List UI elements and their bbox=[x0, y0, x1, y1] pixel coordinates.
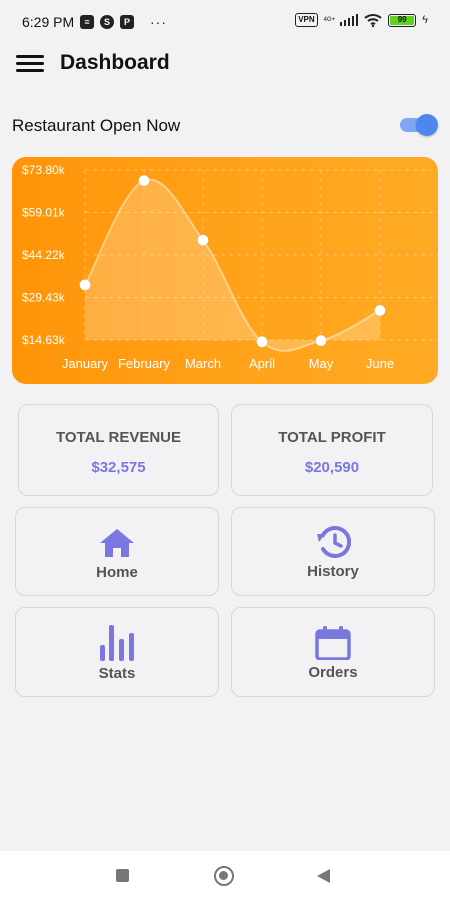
restaurant-open-toggle[interactable] bbox=[400, 114, 438, 136]
system-navigation-bar bbox=[0, 851, 450, 900]
battery-level: 99 bbox=[390, 15, 415, 25]
history-label: History bbox=[307, 563, 359, 580]
total-revenue-title: TOTAL REVENUE bbox=[55, 429, 182, 446]
data-point bbox=[315, 334, 327, 347]
home-icon bbox=[100, 529, 134, 557]
more-notifications-icon: ··· bbox=[150, 14, 167, 30]
status-bar: 6:29 PM ≡ S P ··· VPN 4G+ 99 ϟ bbox=[0, 0, 450, 40]
data-point bbox=[79, 278, 91, 291]
hamburger-menu-icon[interactable] bbox=[16, 53, 44, 73]
total-revenue-value: $32,575 bbox=[91, 459, 146, 476]
status-time: 6:29 PM bbox=[22, 14, 75, 30]
total-revenue-card: TOTAL REVENUE $32,575 bbox=[18, 404, 219, 496]
orders-button[interactable]: Orders bbox=[231, 607, 435, 697]
y-tick-label: $44.22k bbox=[22, 248, 66, 262]
data-point bbox=[374, 304, 386, 317]
stats-label: Stats bbox=[98, 665, 136, 682]
data-point bbox=[256, 335, 268, 348]
wifi-icon bbox=[364, 14, 382, 27]
home-label: Home bbox=[96, 564, 138, 581]
x-tick-label: June bbox=[366, 356, 394, 371]
vpn-badge: VPN bbox=[295, 13, 318, 27]
data-point bbox=[138, 174, 150, 187]
revenue-chart: $73.80k $59.01k $44.22k $29.43k $14.63k Janua… bbox=[12, 157, 438, 384]
total-profit-card: TOTAL PROFIT $20,590 bbox=[231, 404, 433, 496]
x-tick-label: February bbox=[118, 356, 171, 371]
notification-icons: ≡ S P ··· bbox=[80, 14, 167, 30]
network-type: 4G+ bbox=[323, 16, 336, 23]
app-bar: Dashboard bbox=[0, 40, 450, 88]
y-tick-label: $59.01k bbox=[22, 206, 66, 220]
home-circle-icon[interactable] bbox=[214, 866, 234, 886]
status-right: VPN 4G+ 99 ϟ bbox=[295, 13, 428, 27]
page-title: Dashboard bbox=[60, 51, 170, 74]
stats-button[interactable]: Stats bbox=[15, 607, 219, 697]
data-point bbox=[197, 234, 209, 247]
total-profit-title: TOTAL PROFIT bbox=[278, 429, 386, 446]
history-icon bbox=[317, 525, 351, 558]
y-tick-label: $29.43k bbox=[22, 291, 66, 305]
news-icon: ≡ bbox=[80, 15, 94, 29]
skype-icon: S bbox=[100, 15, 114, 29]
orders-label: Orders bbox=[308, 664, 358, 681]
back-icon[interactable] bbox=[317, 869, 330, 883]
chart-svg: $73.80k $59.01k $44.22k $29.43k $14.63k Janua… bbox=[22, 163, 438, 371]
x-tick-label: January bbox=[62, 356, 109, 371]
x-tick-label: May bbox=[309, 356, 334, 371]
charging-icon: ϟ bbox=[422, 14, 428, 26]
restaurant-open-label: Restaurant Open Now bbox=[12, 116, 181, 135]
app-notification-icon: P bbox=[120, 15, 134, 29]
total-profit-value: $20,590 bbox=[304, 459, 360, 476]
y-tick-label: $73.80k bbox=[22, 163, 66, 177]
series-area bbox=[85, 179, 380, 351]
signal-icon bbox=[339, 14, 359, 26]
bar-chart-icon bbox=[100, 625, 134, 661]
calendar-icon bbox=[315, 626, 351, 660]
restaurant-open-row: Restaurant Open Now bbox=[12, 112, 438, 140]
recent-apps-icon[interactable] bbox=[116, 869, 129, 882]
home-button[interactable]: Home bbox=[15, 507, 219, 596]
toggle-thumb bbox=[416, 114, 438, 136]
history-button[interactable]: History bbox=[231, 507, 435, 596]
y-tick-label: $14.63k bbox=[22, 333, 66, 347]
x-tick-label: March bbox=[185, 356, 221, 371]
battery-icon: 99 bbox=[388, 13, 417, 27]
x-tick-label: April bbox=[249, 356, 275, 371]
